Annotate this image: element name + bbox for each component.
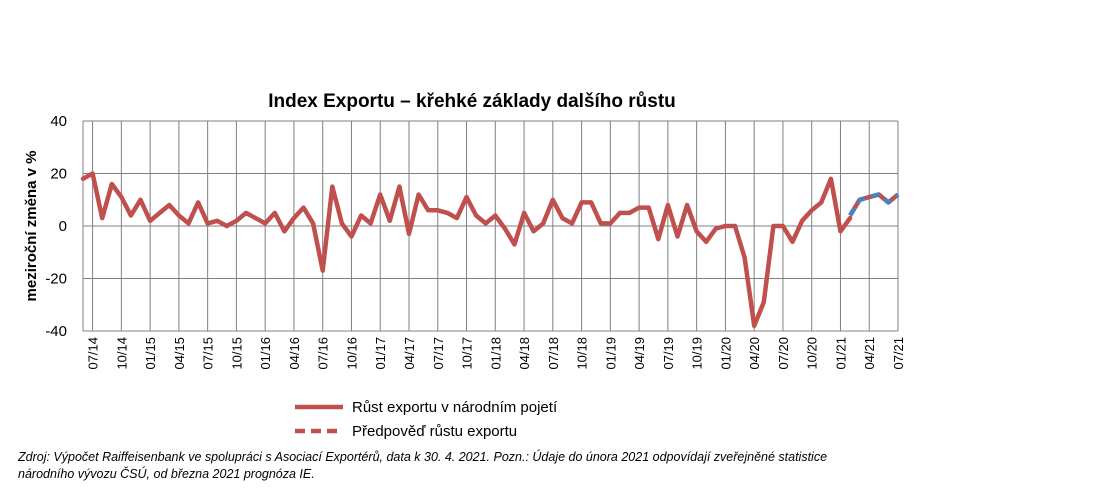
x-tick-label: 01/19 (603, 337, 618, 370)
source-line-1: Zdroj: Výpočet Raiffeisenbank ve spolupr… (18, 450, 828, 464)
source-line-2: národního vývozu ČSÚ, od března 2021 pro… (18, 467, 315, 481)
x-tick-label: 01/15 (143, 337, 158, 370)
x-tick-label: 07/16 (316, 337, 331, 370)
y-tick-label: -20 (45, 271, 67, 288)
legend: Růst exportu v národním pojetí Předpověď … (295, 399, 558, 440)
x-tick-label: 07/14 (86, 337, 101, 370)
x-tick-label: 07/15 (201, 337, 216, 370)
y-tick-label: -40 (45, 323, 67, 340)
x-tick-label: 04/19 (632, 337, 647, 370)
legend-label-actual: Růst exportu v národním pojetí (352, 399, 558, 416)
chart-canvas: Index Exportu – křehké základy dalšího r… (23, 91, 906, 440)
x-tick-label: 01/17 (373, 337, 388, 370)
x-tick-label: 01/21 (833, 337, 848, 370)
x-tick-label: 10/14 (114, 337, 129, 370)
x-tick-label: 10/15 (229, 337, 244, 370)
x-tick-label: 04/15 (172, 337, 187, 370)
y-tick-label: 20 (50, 166, 67, 183)
chart-title: Index Exportu – křehké základy dalšího r… (268, 91, 676, 112)
series-line-actual (80, 171, 853, 329)
x-tick-label: 07/18 (546, 337, 561, 370)
x-tick-label: 04/18 (517, 337, 532, 370)
x-tick-label: 07/17 (431, 337, 446, 370)
x-tick-label: 01/18 (488, 337, 503, 370)
x-tick-label: 07/19 (661, 337, 676, 370)
y-tick-label: 0 (59, 218, 67, 235)
x-tick-label: 04/16 (287, 337, 302, 370)
series-layer (80, 171, 900, 329)
x-tick-label: 10/20 (805, 337, 820, 370)
x-tick-label: 10/16 (344, 337, 359, 370)
x-tick-label: 01/16 (258, 337, 273, 370)
source-note: Zdroj: Výpočet Raiffeisenbank ve spolupr… (18, 449, 1018, 483)
x-tick-label: 10/19 (690, 337, 705, 370)
x-tick-label: 04/21 (862, 337, 877, 370)
y-axis-label: meziroční změna v % (23, 151, 40, 302)
x-tick-label: 10/18 (575, 337, 590, 370)
y-tick-labels: 40 20 0 -20 -40 (45, 113, 67, 340)
y-tick-label: 40 (50, 113, 67, 130)
x-tick-label: 04/17 (402, 337, 417, 370)
x-tick-label: 04/20 (747, 337, 762, 370)
x-tick-label: 10/17 (460, 337, 475, 370)
x-tick-labels: 07/14 10/14 01/15 04/15 07/15 10/15 01/16 04/16… (86, 337, 906, 370)
x-tick-label: 07/20 (776, 337, 791, 370)
grid-lines (82, 120, 899, 332)
series-line-forecast (848, 192, 900, 217)
x-tick-label: 07/21 (891, 337, 906, 370)
legend-label-forecast: Předpověď růstu exportu (352, 423, 517, 440)
x-tick-label: 01/20 (718, 337, 733, 370)
